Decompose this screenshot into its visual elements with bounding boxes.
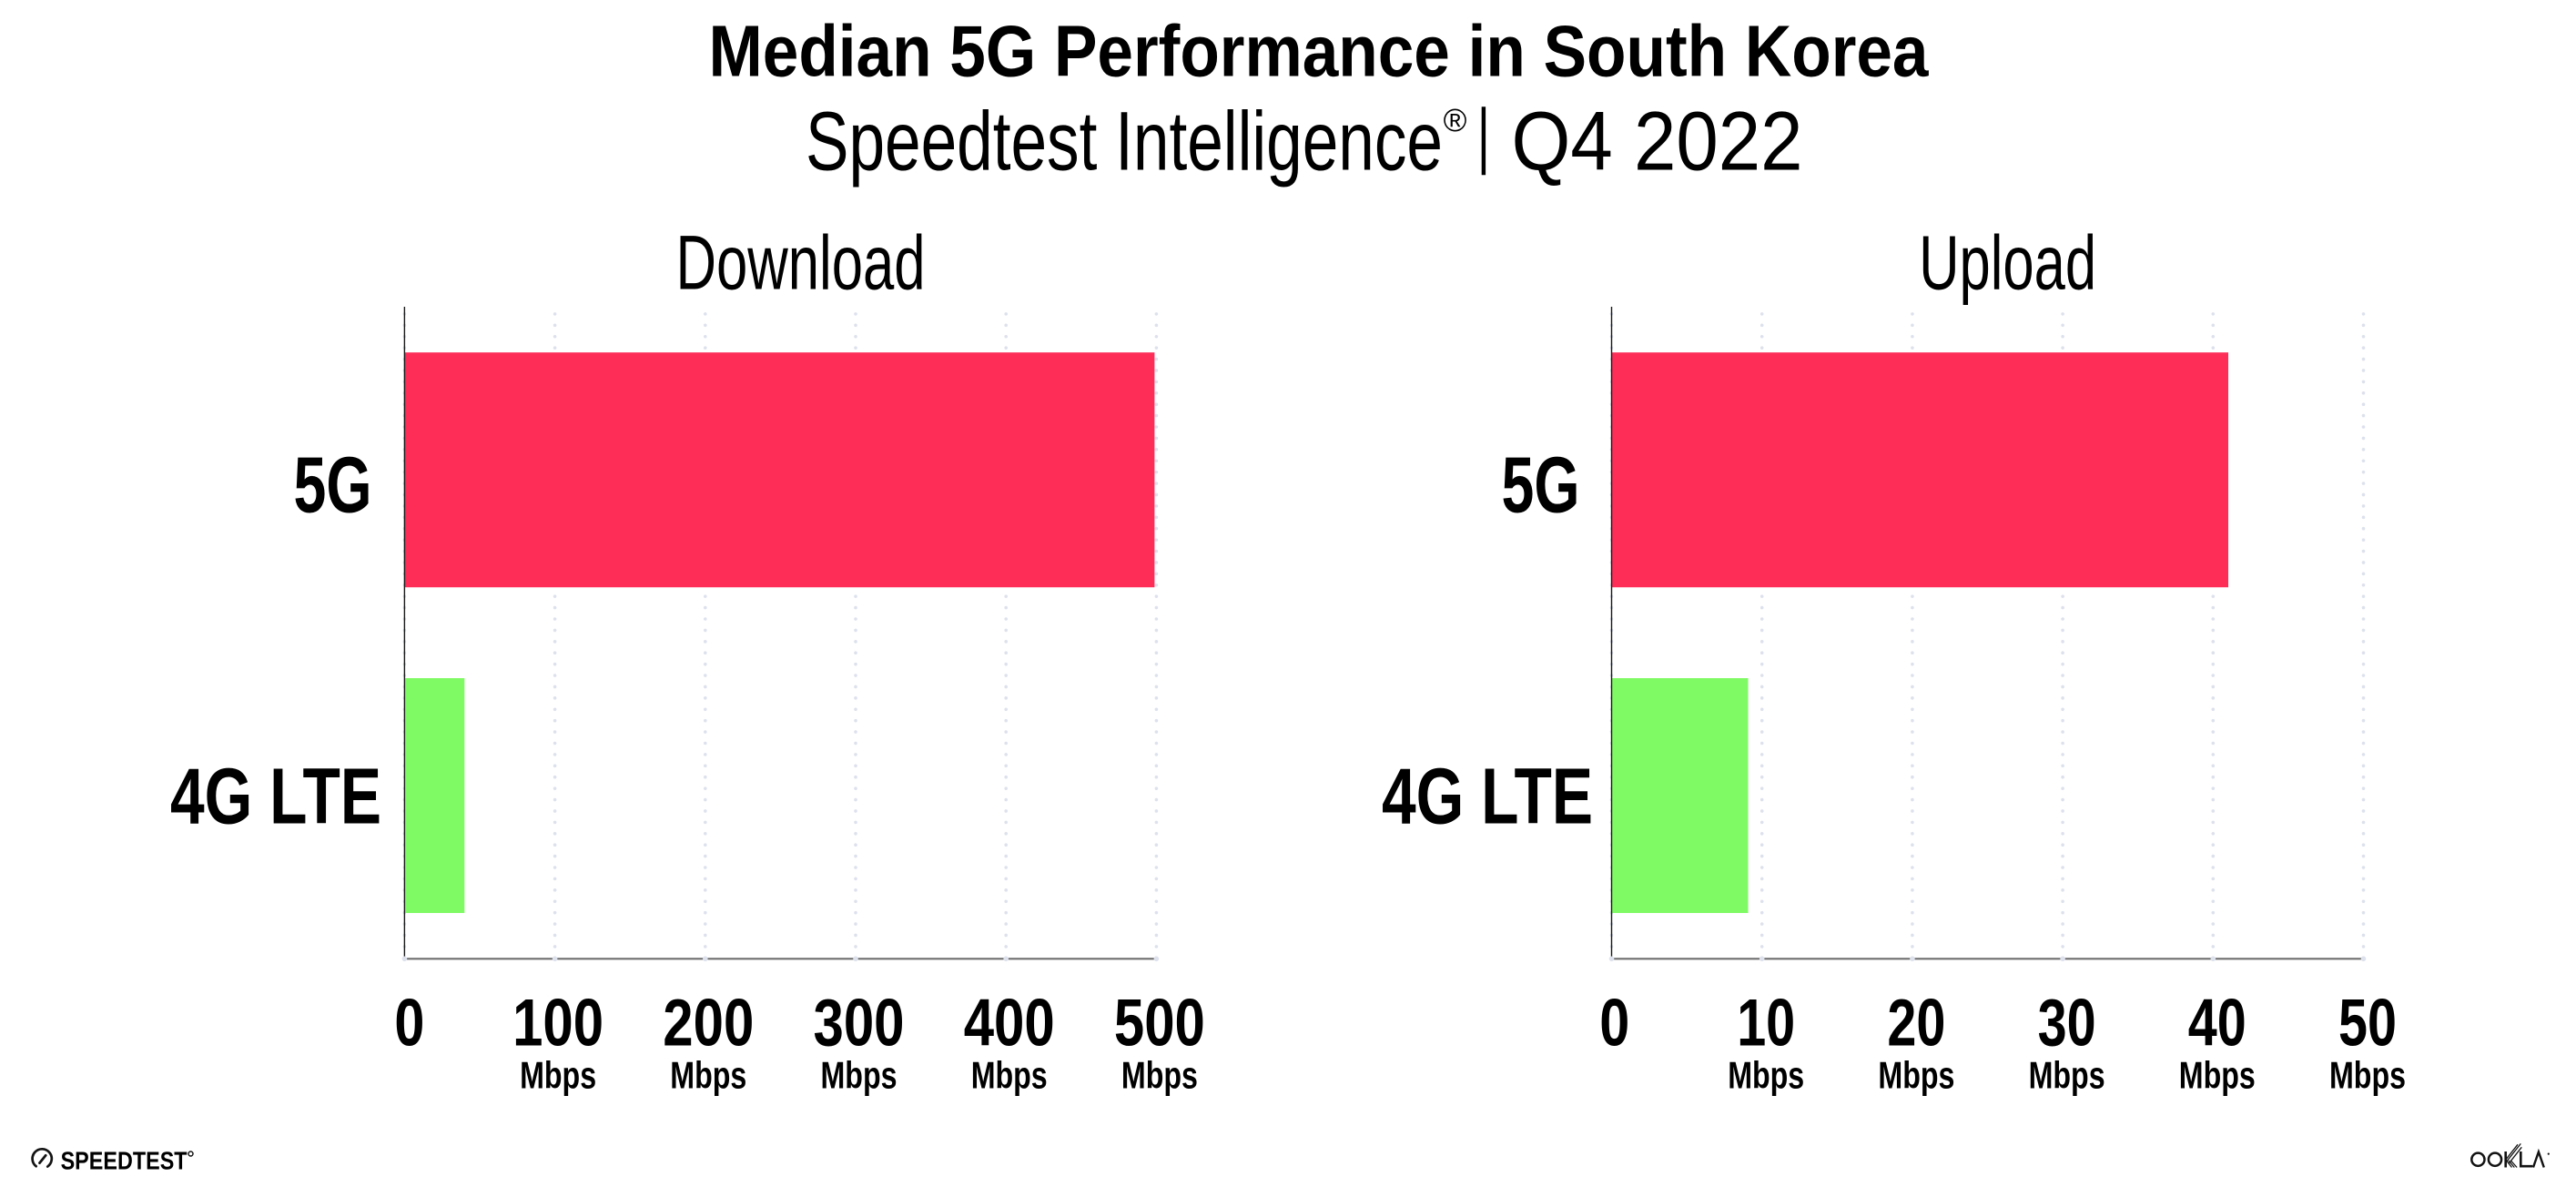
svg-text:Mbps: Mbps (821, 1054, 898, 1097)
svg-text:Mbps: Mbps (1878, 1054, 1954, 1097)
svg-text:Mbps: Mbps (2029, 1054, 2105, 1097)
svg-text:500: 500 (1114, 986, 1205, 1060)
svg-text:200: 200 (663, 986, 754, 1060)
svg-text:®: ® (1444, 103, 1467, 138)
svg-text:Speedtest Intelligence: Speedtest Intelligence (806, 96, 1443, 188)
svg-text:Upload: Upload (1919, 220, 2096, 306)
svg-text:50: 50 (2338, 986, 2397, 1060)
svg-text:5G: 5G (1502, 441, 1580, 530)
svg-text:Download: Download (676, 220, 926, 306)
svg-text:Mbps: Mbps (2329, 1054, 2406, 1097)
svg-text:5G: 5G (294, 441, 372, 530)
svg-text:30: 30 (2038, 986, 2096, 1060)
svg-text:Mbps: Mbps (1728, 1054, 1804, 1097)
svg-text:20: 20 (1887, 986, 1945, 1060)
svg-text:300: 300 (814, 986, 905, 1060)
svg-text:SPEEDTEST: SPEEDTEST (61, 1146, 188, 1175)
svg-text:Mbps: Mbps (670, 1054, 746, 1097)
svg-text:10: 10 (1737, 986, 1795, 1060)
svg-text:0: 0 (394, 986, 424, 1060)
svg-text:4G LTE: 4G LTE (1382, 752, 1593, 841)
svg-text:40: 40 (2188, 986, 2246, 1060)
svg-text:4G LTE: 4G LTE (170, 752, 381, 841)
svg-text:100: 100 (512, 986, 603, 1060)
svg-text:Mbps: Mbps (1121, 1054, 1198, 1097)
svg-text:Q4 2022: Q4 2022 (1512, 96, 1803, 188)
svg-text:0: 0 (1599, 986, 1629, 1060)
svg-text:Mbps: Mbps (2179, 1054, 2256, 1097)
svg-text:400: 400 (964, 986, 1055, 1060)
svg-text:Mbps: Mbps (520, 1054, 596, 1097)
svg-text:Median 5G Performance in South: Median 5G Performance in South Korea (709, 11, 1930, 92)
svg-text:Mbps: Mbps (971, 1054, 1048, 1097)
